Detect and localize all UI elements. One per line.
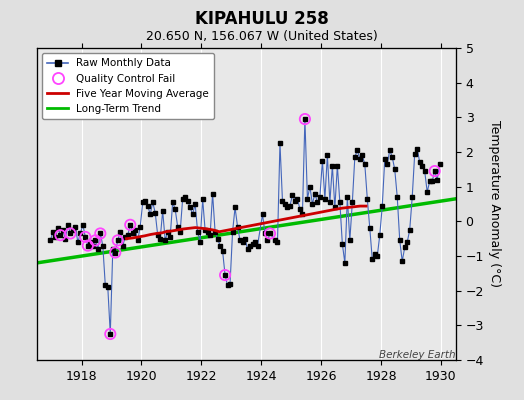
Point — [114, 237, 122, 244]
Point — [91, 237, 100, 244]
Text: Berkeley Earth: Berkeley Earth — [379, 350, 456, 360]
Point — [81, 234, 90, 240]
Text: 20.650 N, 156.067 W (United States): 20.650 N, 156.067 W (United States) — [146, 30, 378, 43]
Point — [221, 272, 230, 278]
Point — [431, 168, 439, 174]
Point — [106, 331, 114, 337]
Point — [301, 116, 309, 122]
Point — [66, 230, 74, 237]
Text: KIPAHULU 258: KIPAHULU 258 — [195, 10, 329, 28]
Point — [56, 232, 64, 238]
Point — [266, 230, 274, 237]
Point — [111, 249, 119, 256]
Y-axis label: Temperature Anomaly (°C): Temperature Anomaly (°C) — [488, 120, 500, 288]
Point — [96, 230, 104, 237]
Legend: Raw Monthly Data, Quality Control Fail, Five Year Moving Average, Long-Term Tren: Raw Monthly Data, Quality Control Fail, … — [42, 53, 214, 119]
Point — [84, 242, 92, 249]
Point — [126, 222, 135, 228]
